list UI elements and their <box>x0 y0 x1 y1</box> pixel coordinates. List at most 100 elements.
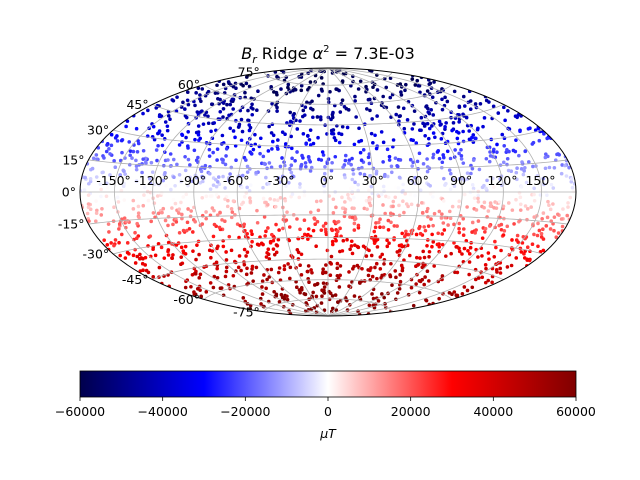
data-point <box>172 175 176 180</box>
data-point <box>115 139 120 143</box>
data-point <box>422 122 427 127</box>
data-point <box>154 106 159 110</box>
data-point <box>368 108 372 113</box>
data-point <box>476 276 481 280</box>
data-point <box>320 288 324 293</box>
data-point <box>457 113 461 117</box>
data-point <box>271 247 276 251</box>
data-point <box>185 90 190 94</box>
data-point <box>329 254 334 259</box>
data-point <box>409 277 414 282</box>
data-point <box>451 121 456 125</box>
data-point <box>382 174 387 179</box>
data-point <box>298 227 302 232</box>
data-point <box>474 228 478 232</box>
data-point <box>522 169 526 173</box>
data-point <box>324 263 328 267</box>
data-point <box>210 206 215 210</box>
data-point <box>328 260 332 265</box>
colorbar-label: μT <box>319 426 337 441</box>
data-point <box>401 182 405 187</box>
data-point <box>101 182 106 187</box>
data-point <box>154 148 159 152</box>
data-point <box>192 290 196 294</box>
data-point <box>105 181 109 186</box>
data-point <box>179 200 183 205</box>
parallel-8 <box>152 103 504 126</box>
data-point <box>87 219 91 223</box>
data-point <box>353 243 357 247</box>
data-point <box>391 204 395 209</box>
data-point <box>325 248 330 253</box>
data-point <box>271 133 276 138</box>
data-point <box>240 173 245 178</box>
data-point <box>280 130 285 134</box>
data-point <box>113 238 118 242</box>
data-point <box>248 183 253 187</box>
data-point <box>468 99 473 103</box>
data-point <box>181 228 186 233</box>
colorbar-gradient <box>79 370 577 398</box>
data-point <box>151 211 156 215</box>
data-point <box>487 145 492 150</box>
data-point <box>109 143 114 148</box>
data-point <box>524 180 529 185</box>
data-point <box>147 176 152 181</box>
data-point <box>378 217 382 221</box>
data-point <box>334 232 339 236</box>
data-point <box>249 271 254 275</box>
title-pow: 2 <box>323 44 329 55</box>
data-point <box>319 301 324 305</box>
data-point <box>211 183 216 187</box>
data-point <box>480 236 485 240</box>
data-point <box>386 195 391 200</box>
data-point <box>302 218 307 223</box>
data-point <box>196 124 201 128</box>
data-point <box>501 233 506 237</box>
data-point <box>543 152 548 156</box>
data-point <box>435 150 440 154</box>
data-point <box>250 232 254 236</box>
data-point <box>419 115 424 120</box>
data-point <box>292 111 296 116</box>
data-point <box>521 172 526 177</box>
data-point <box>468 107 473 111</box>
data-point <box>255 108 259 112</box>
data-point <box>289 134 293 139</box>
data-point <box>314 294 319 299</box>
data-point <box>431 195 435 199</box>
data-point <box>194 91 198 95</box>
data-point <box>368 203 373 208</box>
data-point <box>118 173 123 177</box>
data-point <box>122 181 127 186</box>
lat-tick-label: 15° <box>62 152 84 167</box>
data-point <box>416 262 421 266</box>
data-point <box>237 235 241 240</box>
data-point <box>183 285 188 290</box>
data-point <box>321 270 325 274</box>
data-point <box>268 197 273 201</box>
lat-tick-label: 0° <box>62 185 76 200</box>
data-point <box>495 142 499 147</box>
data-point <box>422 225 426 229</box>
data-point <box>417 226 421 231</box>
data-point <box>316 93 321 98</box>
data-point <box>459 157 464 161</box>
data-point <box>173 201 178 206</box>
data-point <box>567 165 571 170</box>
data-point <box>413 175 418 180</box>
data-point <box>226 80 231 84</box>
data-point <box>393 156 398 160</box>
data-point <box>91 156 96 161</box>
data-point <box>95 208 99 213</box>
data-point <box>519 250 524 254</box>
data-point <box>299 273 304 277</box>
data-point <box>378 267 383 271</box>
data-point <box>170 256 175 261</box>
data-point <box>192 148 197 153</box>
data-point <box>331 211 336 215</box>
lon-tick-label: 150° <box>525 173 555 188</box>
data-point <box>328 89 332 94</box>
lat-tick-label: -75° <box>233 304 260 319</box>
data-point <box>512 222 516 226</box>
